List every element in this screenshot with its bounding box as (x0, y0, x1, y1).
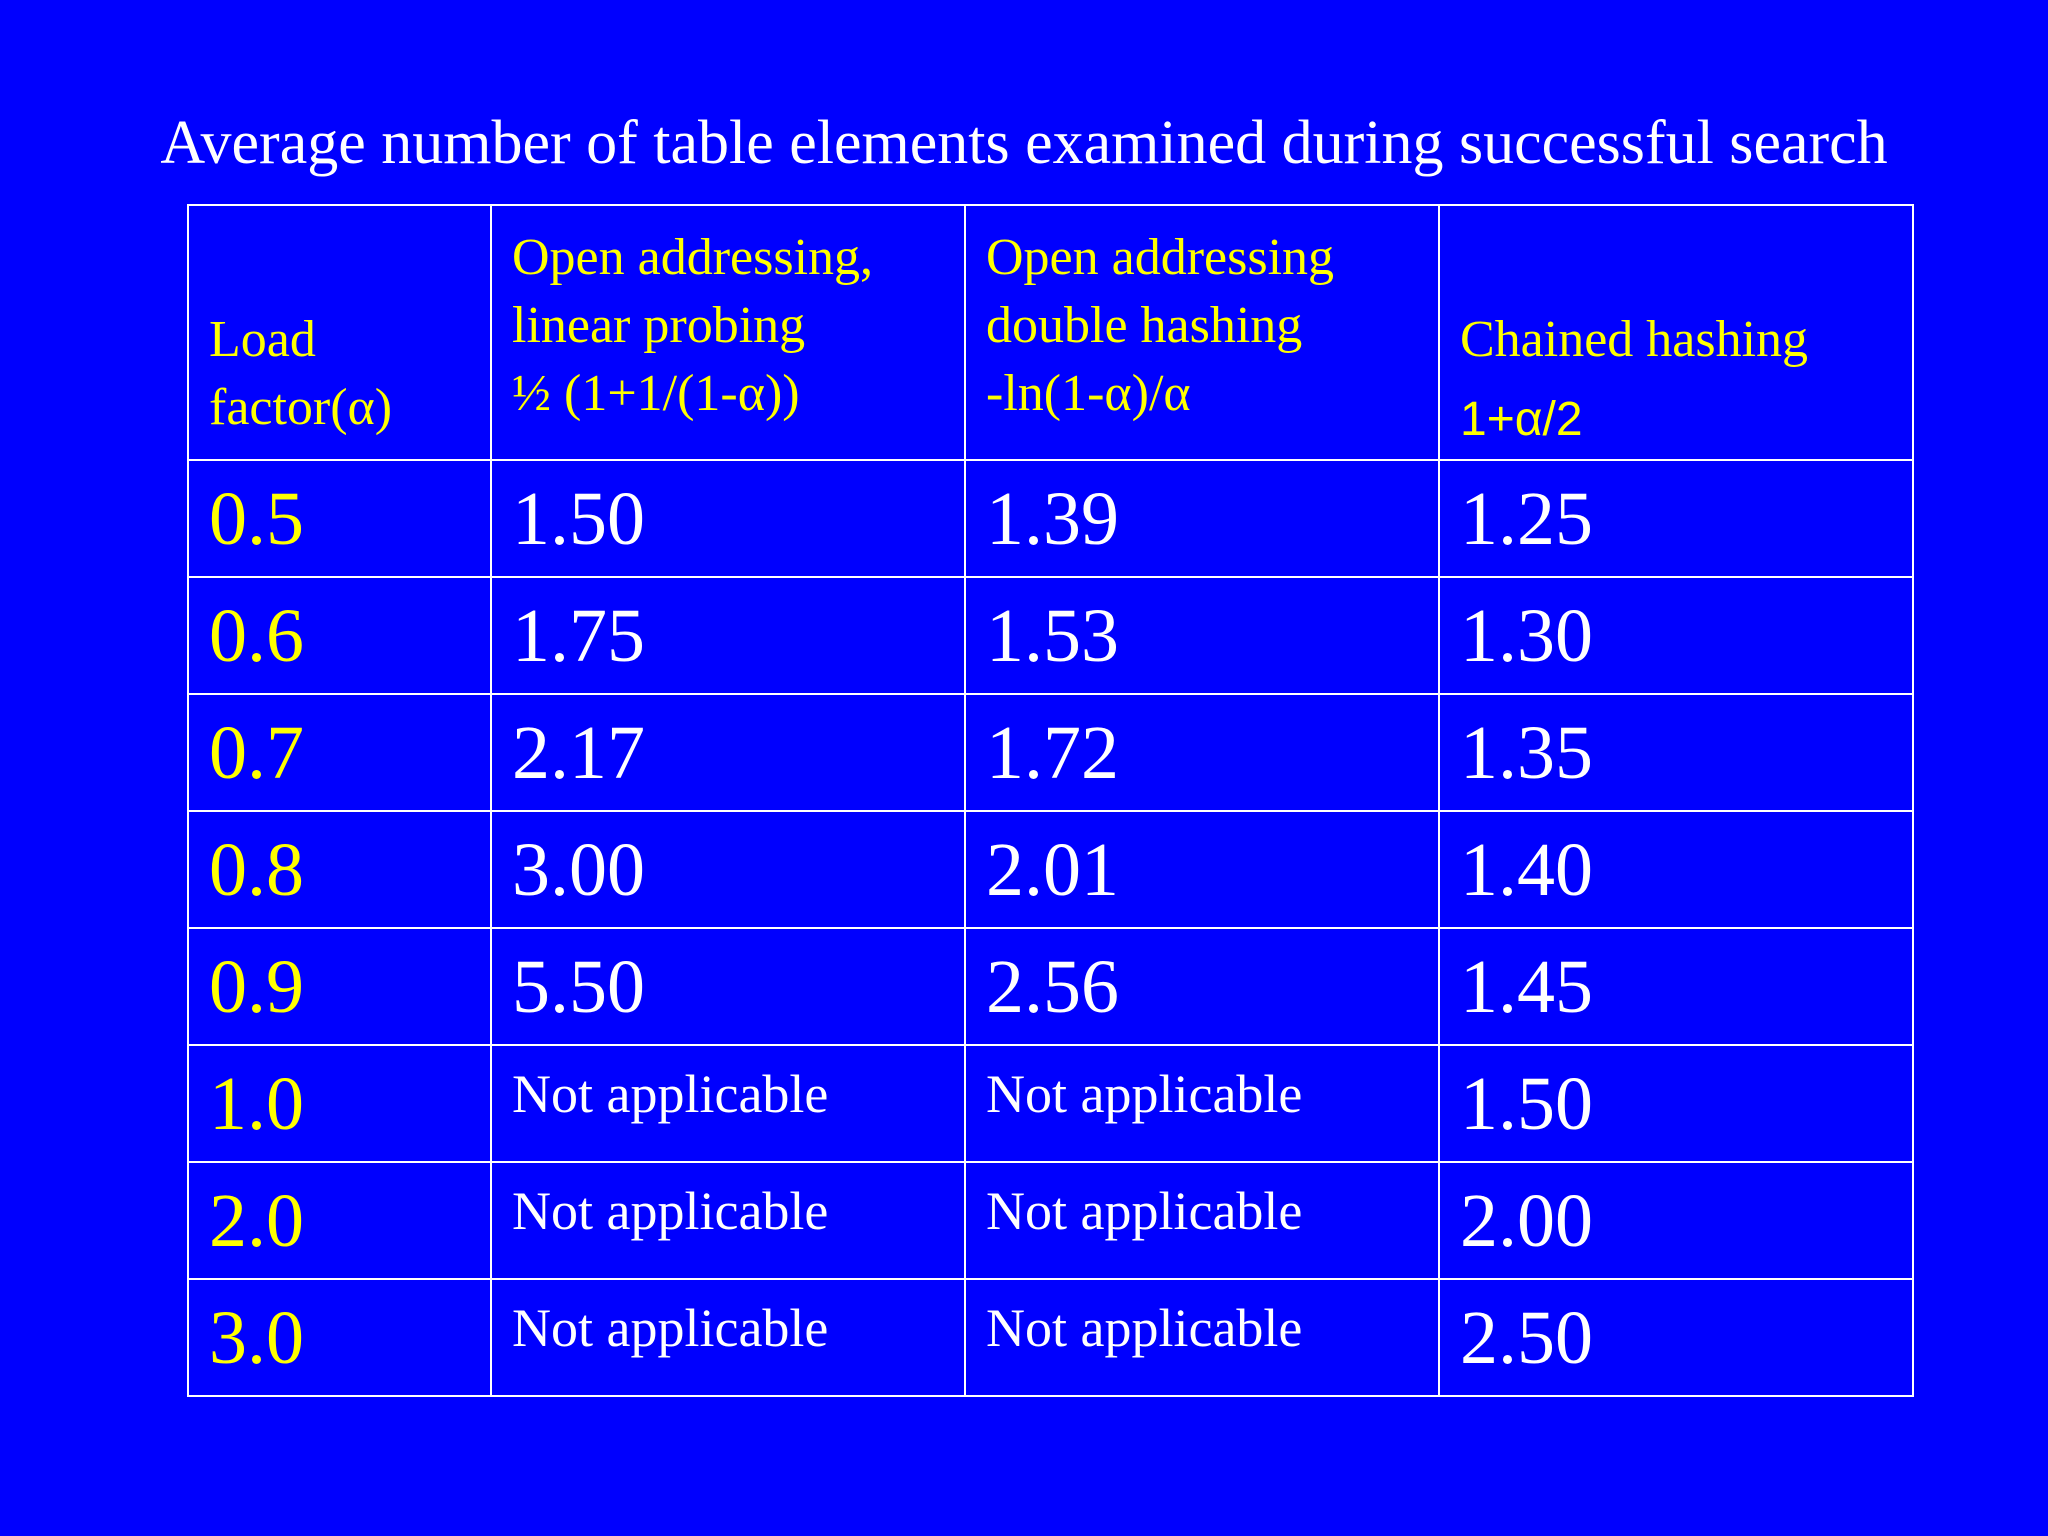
header-double-hashing-line1: Open addressing (986, 229, 1335, 286)
linear-probing-cell: Not applicable (490, 1161, 966, 1280)
table-row: 0.5 1.50 1.39 1.25 (187, 459, 1914, 578)
linear-probing-cell: 5.50 (490, 927, 966, 1046)
double-hashing-cell: 1.72 (964, 693, 1440, 812)
load-factor-cell: 0.5 (187, 459, 492, 578)
double-hashing-cell: Not applicable (964, 1278, 1440, 1397)
slide-title: Average number of table elements examine… (160, 109, 1888, 177)
linear-probing-cell: 2.17 (490, 693, 966, 812)
load-factor-cell: 2.0 (187, 1161, 492, 1280)
header-double-hashing-line2: double hashing (986, 297, 1303, 354)
search-cost-table: Load factor(α) Open addressing, linear p… (187, 204, 1914, 1397)
chained-hashing-cell: 2.00 (1438, 1161, 1914, 1280)
load-factor-cell: 0.7 (187, 693, 492, 812)
table-row: 1.0 Not applicable Not applicable 1.50 (187, 1044, 1914, 1163)
header-chained-hashing-line1: Chained hashing (1460, 311, 1809, 368)
header-load-factor-line2: factor(α) (209, 379, 393, 436)
double-hashing-cell: Not applicable (964, 1044, 1440, 1163)
double-hashing-cell: 1.39 (964, 459, 1440, 578)
double-hashing-cell: Not applicable (964, 1161, 1440, 1280)
header-load-factor: Load factor(α) (187, 204, 492, 461)
table-header-row: Load factor(α) Open addressing, linear p… (187, 204, 1914, 461)
load-factor-cell: 3.0 (187, 1278, 492, 1397)
chained-hashing-cell: 1.50 (1438, 1044, 1914, 1163)
chained-hashing-cell: 1.25 (1438, 459, 1914, 578)
chained-hashing-cell: 2.50 (1438, 1278, 1914, 1397)
linear-probing-cell: 1.50 (490, 459, 966, 578)
header-linear-probing-line1: Open addressing, (512, 229, 874, 286)
chained-hashing-cell: 1.45 (1438, 927, 1914, 1046)
chained-hashing-cell: 1.30 (1438, 576, 1914, 695)
double-hashing-cell: 2.01 (964, 810, 1440, 929)
double-hashing-cell: 2.56 (964, 927, 1440, 1046)
linear-probing-cell: Not applicable (490, 1044, 966, 1163)
header-chained-hashing-formula: 1+α/2 (1460, 393, 1583, 446)
header-double-hashing: Open addressing double hashing -ln(1-α)/… (964, 204, 1440, 461)
header-double-hashing-formula: -ln(1-α)/α (986, 365, 1191, 422)
load-factor-cell: 0.8 (187, 810, 492, 929)
chained-hashing-cell: 1.40 (1438, 810, 1914, 929)
chained-hashing-cell: 1.35 (1438, 693, 1914, 812)
double-hashing-cell: 1.53 (964, 576, 1440, 695)
table-row: 0.9 5.50 2.56 1.45 (187, 927, 1914, 1046)
header-chained-hashing: Chained hashing 1+α/2 (1438, 204, 1914, 461)
header-linear-probing-formula: ½ (1+1/(1-α)) (512, 365, 800, 422)
linear-probing-cell: 3.00 (490, 810, 966, 929)
header-linear-probing: Open addressing, linear probing ½ (1+1/(… (490, 204, 966, 461)
load-factor-cell: 0.9 (187, 927, 492, 1046)
linear-probing-cell: 1.75 (490, 576, 966, 695)
linear-probing-cell: Not applicable (490, 1278, 966, 1397)
load-factor-cell: 1.0 (187, 1044, 492, 1163)
table-row: 0.6 1.75 1.53 1.30 (187, 576, 1914, 695)
table-row: 0.7 2.17 1.72 1.35 (187, 693, 1914, 812)
table-row: 2.0 Not applicable Not applicable 2.00 (187, 1161, 1914, 1280)
header-linear-probing-line2: linear probing (512, 297, 806, 354)
table-row: 3.0 Not applicable Not applicable 2.50 (187, 1278, 1914, 1397)
load-factor-cell: 0.6 (187, 576, 492, 695)
table-row: 0.8 3.00 2.01 1.40 (187, 810, 1914, 929)
header-load-factor-line1: Load (209, 311, 316, 368)
